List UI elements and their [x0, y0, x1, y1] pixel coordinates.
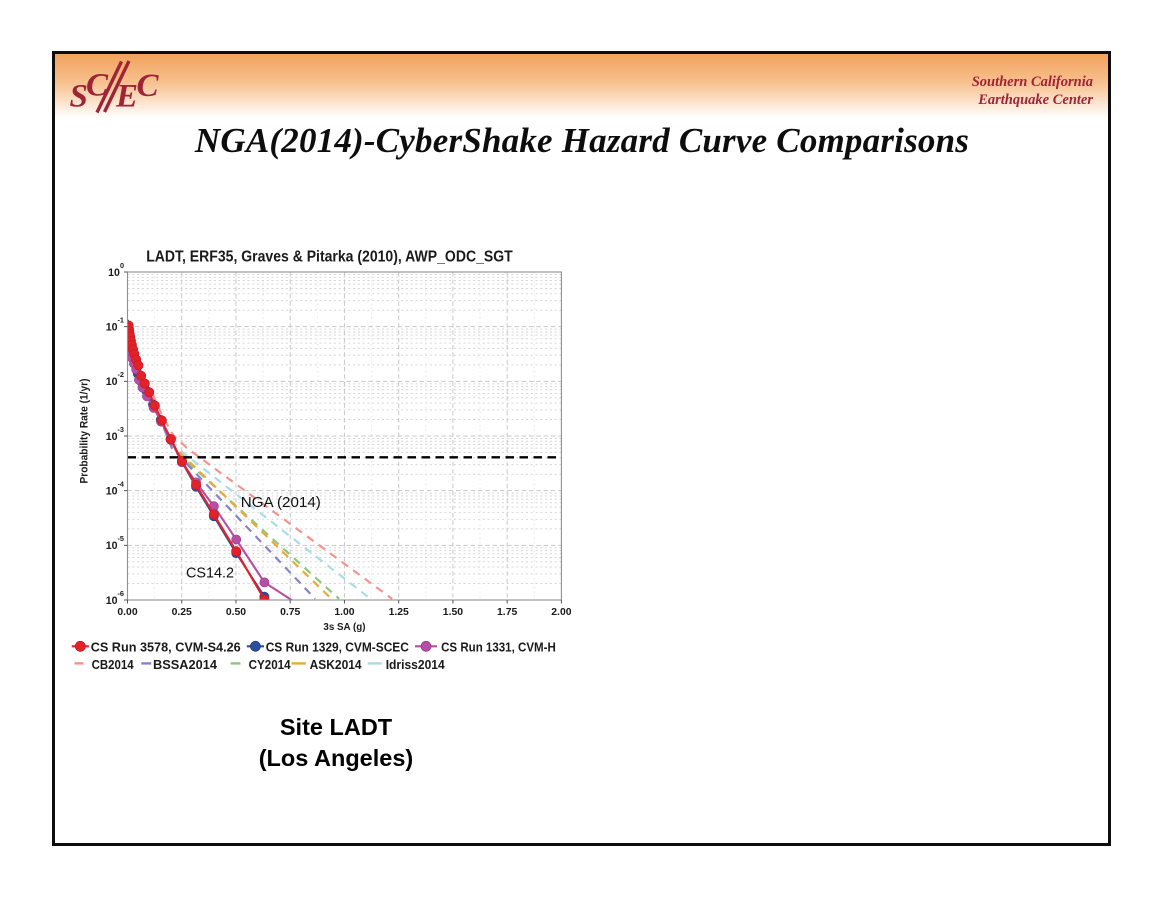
svg-text:E: E	[115, 79, 138, 115]
svg-text:Probability Rate (1/yr): Probability Rate (1/yr)	[79, 378, 91, 483]
svg-text:10-5: 10-5	[106, 534, 124, 552]
svg-text:CS14.2: CS14.2	[186, 565, 234, 582]
svg-text:CB2014: CB2014	[92, 657, 135, 672]
svg-text:2.00: 2.00	[551, 607, 571, 618]
svg-text:3s SA (g): 3s SA (g)	[323, 622, 365, 633]
svg-text:10-6: 10-6	[106, 589, 124, 607]
svg-text:1.25: 1.25	[389, 607, 409, 618]
svg-text:NGA (2014): NGA (2014)	[241, 494, 321, 511]
svg-text:10-1: 10-1	[106, 316, 124, 334]
svg-text:1.00: 1.00	[334, 607, 354, 618]
svg-text:1.75: 1.75	[497, 607, 517, 618]
svg-text:C: C	[86, 68, 109, 104]
svg-text:Idriss2014: Idriss2014	[386, 657, 446, 672]
svg-text:CS Run 3578, CVM-S4.26: CS Run 3578, CVM-S4.26	[91, 639, 241, 654]
svg-text:0.25: 0.25	[172, 607, 192, 618]
svg-text:CY2014: CY2014	[249, 657, 292, 672]
svg-text:S: S	[70, 79, 88, 115]
svg-text:0.00: 0.00	[117, 607, 137, 618]
svg-text:10-3: 10-3	[106, 425, 124, 443]
svg-text:1.50: 1.50	[443, 607, 463, 618]
svg-text:0.75: 0.75	[280, 607, 300, 618]
svg-text:BSSA2014: BSSA2014	[153, 657, 218, 672]
svg-text:LADT, ERF35, Graves & Pitarka: LADT, ERF35, Graves & Pitarka (2010), AW…	[146, 248, 513, 265]
svg-text:C: C	[137, 68, 160, 104]
svg-text:ASK2014: ASK2014	[310, 657, 363, 672]
svg-text:0.50: 0.50	[226, 607, 246, 618]
svg-text:10-2: 10-2	[106, 370, 124, 388]
svg-text:CS Run 1329, CVM-SCEC: CS Run 1329, CVM-SCEC	[266, 639, 410, 654]
svg-text:100: 100	[108, 261, 124, 279]
svg-text:10-4: 10-4	[106, 480, 125, 498]
svg-text:CS Run 1331, CVM-H: CS Run 1331, CVM-H	[441, 639, 556, 654]
